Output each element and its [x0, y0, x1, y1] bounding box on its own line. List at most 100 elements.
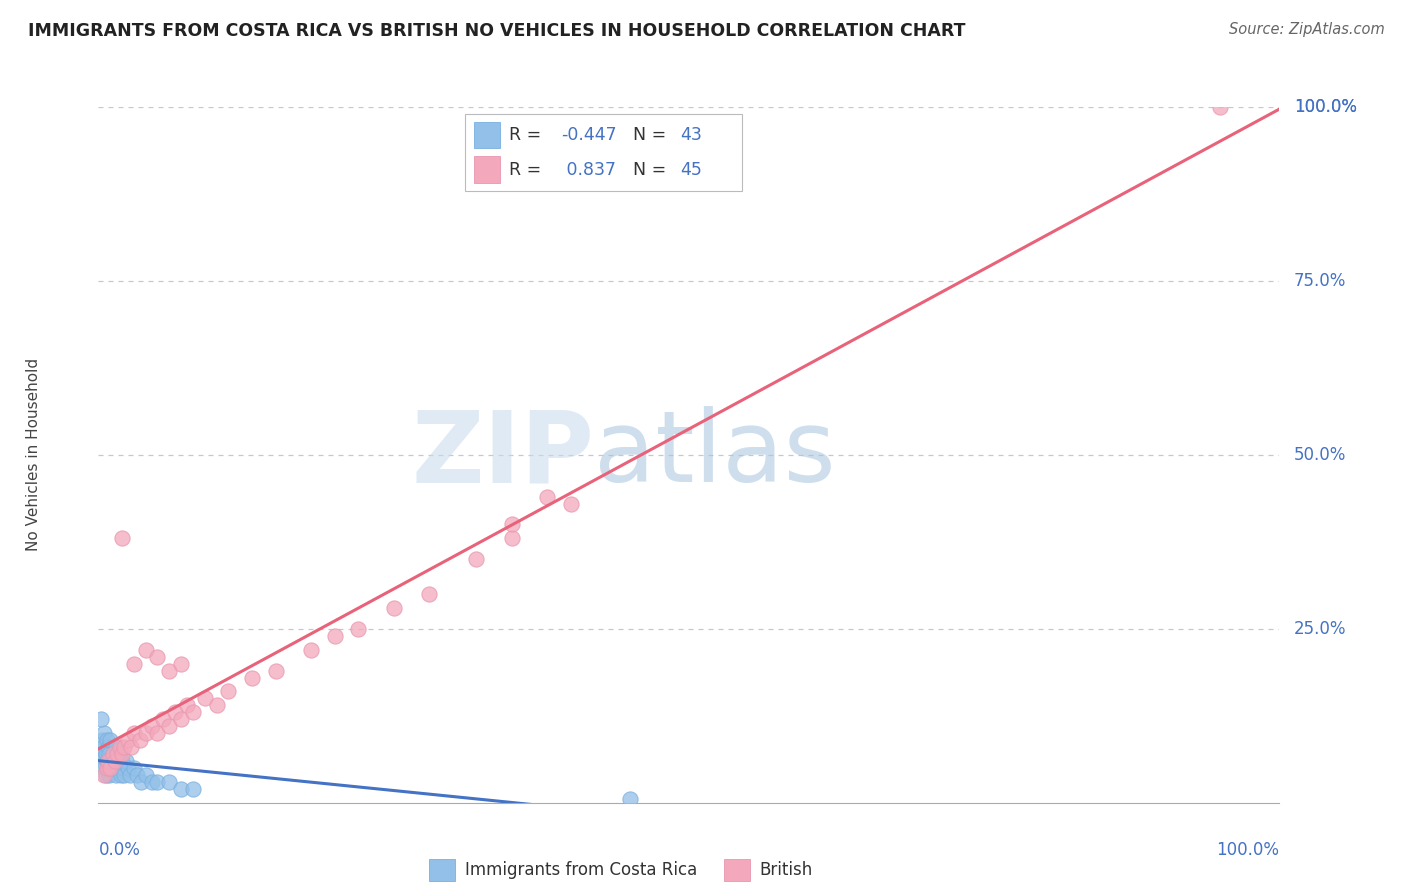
Point — [465, 552, 488, 566]
FancyBboxPatch shape — [429, 859, 456, 881]
Point — [103, 754, 125, 768]
Point — [110, 768, 132, 782]
Point — [157, 719, 180, 733]
Text: 0.0%: 0.0% — [98, 841, 141, 859]
Point — [619, 792, 641, 806]
Point — [96, 733, 118, 747]
Text: 50.0%: 50.0% — [1294, 446, 1346, 464]
Text: R =: R = — [509, 126, 547, 144]
Text: 100.0%: 100.0% — [1216, 841, 1279, 859]
FancyBboxPatch shape — [464, 114, 742, 191]
Point — [146, 775, 169, 789]
Point — [217, 684, 239, 698]
Text: No Vehicles in Household: No Vehicles in Household — [25, 359, 41, 551]
Point — [194, 691, 217, 706]
Point — [128, 733, 150, 747]
Point — [105, 747, 128, 761]
Point — [418, 587, 440, 601]
Point — [170, 781, 193, 796]
Point — [97, 754, 120, 768]
FancyBboxPatch shape — [474, 122, 501, 148]
Point — [157, 775, 180, 789]
Point — [122, 761, 145, 775]
Point — [96, 761, 118, 775]
Point — [114, 754, 136, 768]
FancyBboxPatch shape — [474, 156, 501, 183]
Point — [108, 747, 131, 761]
Point — [117, 761, 139, 775]
Point — [170, 657, 193, 671]
Point — [94, 768, 117, 782]
Point — [112, 768, 135, 782]
Point — [165, 706, 187, 720]
Text: Immigrants from Costa Rica: Immigrants from Costa Rica — [464, 862, 697, 880]
Point — [120, 768, 142, 782]
Text: 75.0%: 75.0% — [1294, 272, 1346, 290]
Point — [157, 664, 180, 678]
Text: 100.0%: 100.0% — [1294, 98, 1357, 116]
Text: IMMIGRANTS FROM COSTA RICA VS BRITISH NO VEHICLES IN HOUSEHOLD CORRELATION CHART: IMMIGRANTS FROM COSTA RICA VS BRITISH NO… — [28, 22, 966, 40]
Point — [141, 719, 163, 733]
Point — [97, 761, 120, 775]
Point — [107, 761, 129, 775]
Point — [129, 775, 152, 789]
Point — [101, 747, 124, 761]
Point — [135, 726, 157, 740]
Text: 43: 43 — [681, 126, 703, 144]
FancyBboxPatch shape — [724, 859, 751, 881]
Point — [91, 740, 114, 755]
Point — [98, 747, 121, 761]
Point — [146, 726, 169, 740]
Point — [98, 733, 121, 747]
Text: R =: R = — [509, 161, 547, 179]
Point — [181, 706, 204, 720]
Point — [93, 761, 115, 775]
Point — [146, 649, 169, 664]
Point — [112, 761, 135, 775]
Point — [111, 754, 134, 768]
Point — [176, 698, 198, 713]
Point — [299, 642, 322, 657]
Point — [104, 754, 127, 768]
Text: British: British — [759, 862, 813, 880]
Point — [98, 761, 121, 775]
Point — [264, 664, 287, 678]
Point — [127, 768, 149, 782]
Point — [105, 740, 128, 755]
Point — [152, 712, 174, 726]
Point — [323, 629, 346, 643]
Point — [560, 497, 582, 511]
Point — [111, 532, 134, 546]
Point — [135, 642, 157, 657]
Point — [122, 726, 145, 740]
Point — [111, 747, 134, 761]
Point — [98, 768, 121, 782]
Point — [91, 754, 114, 768]
Point — [105, 768, 128, 782]
Text: 45: 45 — [681, 161, 703, 179]
Point — [93, 726, 115, 740]
Point — [501, 517, 523, 532]
Point — [98, 754, 121, 768]
Text: Source: ZipAtlas.com: Source: ZipAtlas.com — [1229, 22, 1385, 37]
Point — [141, 775, 163, 789]
Point — [181, 781, 204, 796]
Point — [105, 754, 128, 768]
Point — [536, 490, 558, 504]
Point — [122, 657, 145, 671]
Text: ZIP: ZIP — [412, 407, 595, 503]
Point — [97, 740, 120, 755]
Text: 100.0%: 100.0% — [1294, 98, 1357, 116]
Point — [104, 761, 127, 775]
Point — [91, 733, 114, 747]
Point — [205, 698, 228, 713]
Text: atlas: atlas — [595, 407, 837, 503]
Point — [112, 740, 135, 755]
Point — [1209, 100, 1232, 114]
Point — [90, 747, 112, 761]
Point — [94, 747, 117, 761]
Text: 25.0%: 25.0% — [1294, 620, 1346, 638]
Text: N =: N = — [634, 161, 672, 179]
Text: 0.837: 0.837 — [561, 161, 616, 179]
Point — [382, 601, 405, 615]
